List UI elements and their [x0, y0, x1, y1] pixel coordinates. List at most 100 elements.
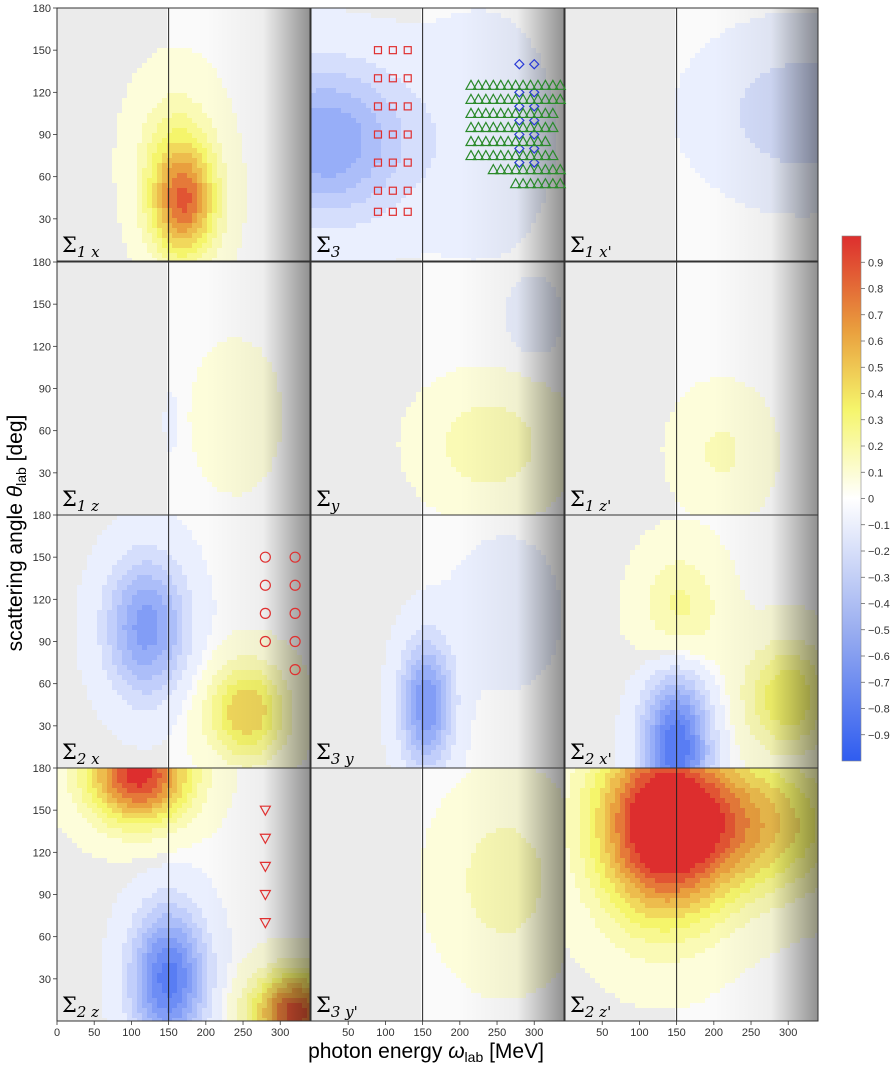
x-axis-ticks: 0 50 100 150 200 250 300 50 100 150 200 250 300 50 100… [54, 1021, 797, 1039]
data-marker [388, 102, 397, 111]
data-marker [487, 107, 500, 119]
colorbar-tick-label: −0.9 [868, 730, 890, 742]
colorbar-tick-label: −0.5 [868, 625, 890, 637]
data-marker [403, 186, 412, 195]
colorbar-tick-label: 0.2 [868, 441, 883, 453]
data-marker [403, 207, 412, 216]
data-marker [373, 158, 383, 167]
data-marker [517, 135, 530, 147]
y-tick-label: 60 [39, 172, 51, 184]
data-marker [388, 186, 397, 195]
colorbar-tick-label: −0.1 [868, 520, 890, 532]
colorbar-gradient [841, 235, 862, 762]
data-marker [373, 102, 383, 111]
data-marker [528, 143, 540, 154]
data-marker [528, 86, 540, 98]
colorbar-tick-label: −0.6 [868, 651, 890, 663]
data-marker [494, 135, 507, 147]
data-marker [531, 177, 544, 189]
x-tick-label: 0 [54, 1027, 60, 1039]
panel-5: Σ1 z' [564, 261, 819, 516]
data-marker [524, 79, 537, 90]
data-marker [509, 79, 522, 90]
x-tick-label: 100 [630, 1027, 648, 1039]
data-marker [479, 93, 492, 104]
data-marker [524, 93, 537, 104]
data-marker [487, 79, 500, 90]
data-marker [464, 135, 478, 147]
data-marker [494, 149, 507, 161]
colorbar-tick-label: 0.1 [868, 467, 883, 479]
data-marker [539, 177, 552, 189]
data-marker [494, 107, 507, 119]
data-marker [502, 135, 515, 147]
data-marker [514, 157, 525, 168]
y-tick-label: 60 [39, 932, 51, 944]
panel-label: Σ2 x [62, 740, 100, 768]
data-marker [479, 107, 492, 119]
data-marker [502, 79, 515, 90]
panel-11: Σ2 z' [564, 767, 819, 1022]
colorbar-tick-label: 0.3 [868, 415, 883, 427]
data-marker [517, 163, 530, 175]
data-marker [479, 79, 492, 90]
data-marker [509, 177, 522, 189]
data-marker [259, 607, 271, 619]
data-marker [464, 93, 478, 104]
data-marker [531, 149, 544, 161]
data-marker [517, 149, 530, 161]
data-marker [464, 149, 478, 161]
data-marker [373, 186, 383, 195]
y-tick-label: 120 [33, 847, 51, 859]
data-marker [403, 46, 412, 55]
data-marker [524, 135, 537, 147]
data-marker [528, 101, 540, 112]
x-tick-label: 300 [271, 1027, 289, 1039]
data-marker [259, 861, 272, 873]
data-marker [546, 121, 559, 133]
data-marker [289, 579, 301, 591]
data-marker [487, 121, 500, 133]
data-marker [494, 121, 507, 133]
data-marker [514, 58, 525, 70]
data-marker [464, 121, 478, 133]
y-tick-label: 150 [33, 299, 51, 311]
data-marker [531, 121, 544, 133]
data-marker [509, 93, 522, 104]
data-marker [554, 177, 567, 189]
y-tick-label: 90 [39, 637, 51, 649]
data-marker [514, 86, 525, 98]
data-marker [259, 918, 272, 929]
data-marker [509, 149, 522, 161]
data-series-1 [514, 58, 540, 168]
data-marker [514, 101, 525, 112]
data-marker [524, 177, 537, 189]
y-tick-label: 60 [39, 679, 51, 691]
x-tick-label: 300 [525, 1027, 543, 1039]
x-tick-label: 200 [451, 1027, 469, 1039]
data-marker [388, 74, 397, 83]
data-marker [554, 79, 567, 90]
panel-label: Σ3 [316, 233, 340, 261]
data-marker [528, 115, 540, 126]
panel-6: Σ2 x [56, 514, 311, 769]
data-marker [514, 115, 525, 126]
y-tick-label: 150 [33, 805, 51, 817]
data-marker [539, 107, 552, 119]
data-marker [539, 79, 552, 90]
colorbar-tick-label: 0.4 [868, 389, 883, 401]
data-marker [546, 163, 559, 175]
colorbar-tick-label: 0.6 [868, 336, 883, 348]
data-marker [388, 46, 397, 55]
colorbar-tick-label: 0 [868, 494, 874, 506]
data-marker [517, 93, 530, 104]
data-marker [528, 58, 540, 70]
data-marker [539, 93, 552, 104]
data-marker [531, 163, 544, 175]
x-tick-label: 250 [742, 1027, 760, 1039]
panel-2: Σ1 x' [564, 7, 819, 262]
panel-3: Σ1 z [56, 261, 311, 516]
data-marker [546, 149, 559, 161]
data-series-0 [373, 46, 412, 216]
